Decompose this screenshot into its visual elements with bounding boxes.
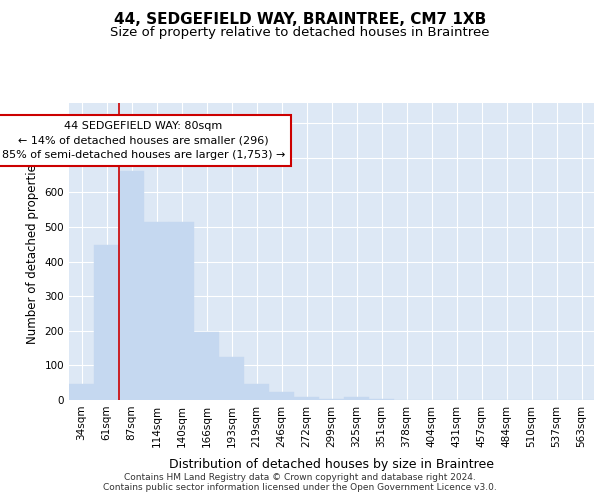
Bar bbox=[119, 171, 144, 400]
Text: Contains HM Land Registry data © Crown copyright and database right 2024.: Contains HM Land Registry data © Crown c… bbox=[124, 472, 476, 482]
Text: 44, SEDGEFIELD WAY, BRAINTREE, CM7 1XB: 44, SEDGEFIELD WAY, BRAINTREE, CM7 1XB bbox=[114, 12, 486, 28]
Bar bbox=[94, 245, 119, 400]
Bar bbox=[344, 396, 369, 400]
Text: Size of property relative to detached houses in Braintree: Size of property relative to detached ho… bbox=[110, 26, 490, 39]
Bar bbox=[244, 384, 269, 400]
Bar bbox=[294, 396, 319, 400]
Text: 44 SEDGEFIELD WAY: 80sqm
← 14% of detached houses are smaller (296)
85% of semi-: 44 SEDGEFIELD WAY: 80sqm ← 14% of detach… bbox=[2, 121, 285, 160]
Text: Contains public sector information licensed under the Open Government Licence v3: Contains public sector information licen… bbox=[103, 482, 497, 492]
Bar bbox=[319, 399, 344, 400]
Y-axis label: Number of detached properties: Number of detached properties bbox=[26, 158, 39, 344]
Bar bbox=[69, 384, 94, 400]
Bar bbox=[194, 332, 219, 400]
Bar bbox=[269, 392, 294, 400]
Bar bbox=[144, 222, 169, 400]
Bar bbox=[219, 357, 244, 400]
X-axis label: Distribution of detached houses by size in Braintree: Distribution of detached houses by size … bbox=[169, 458, 494, 471]
Bar bbox=[169, 222, 194, 400]
